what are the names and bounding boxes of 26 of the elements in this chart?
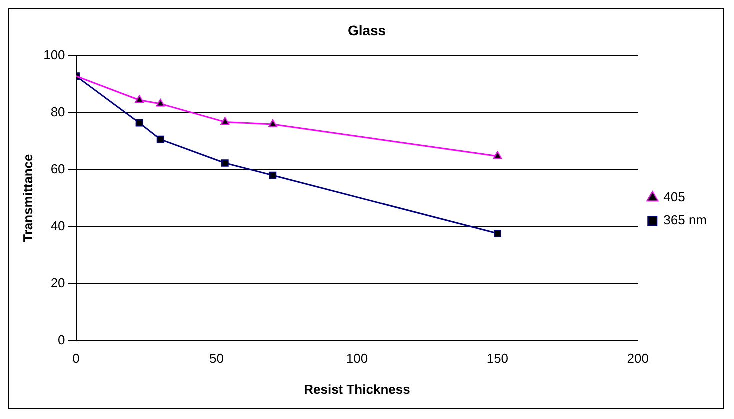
y-tick-label: 100 <box>44 47 66 62</box>
y-tick-label: 20 <box>50 275 66 290</box>
x-tick-label: 150 <box>486 351 509 366</box>
x-tick-label: 100 <box>346 351 368 366</box>
x-axis-title: Resist Thickness <box>304 382 410 397</box>
legend-label: 405 <box>664 190 686 205</box>
y-axis-title: Transmittance <box>20 154 36 242</box>
point <box>222 160 229 167</box>
y-tick-label: 60 <box>50 161 66 176</box>
y-tick-label: 80 <box>50 104 66 120</box>
x-tick-label: 50 <box>210 351 224 366</box>
y-tick-label: 40 <box>50 218 66 234</box>
point <box>135 95 144 104</box>
point <box>136 119 144 127</box>
point <box>220 117 230 125</box>
point <box>494 230 502 238</box>
point <box>269 172 277 180</box>
chart-title: Glass <box>348 22 386 38</box>
y-tick-label: 0 <box>58 332 66 348</box>
point <box>268 119 278 128</box>
point <box>156 136 164 144</box>
x-tick-label: 200 <box>627 351 649 366</box>
point <box>156 98 165 107</box>
x-tick-label: 0 <box>72 351 80 366</box>
legend-label: 365 nm <box>664 212 708 228</box>
point <box>493 151 502 160</box>
